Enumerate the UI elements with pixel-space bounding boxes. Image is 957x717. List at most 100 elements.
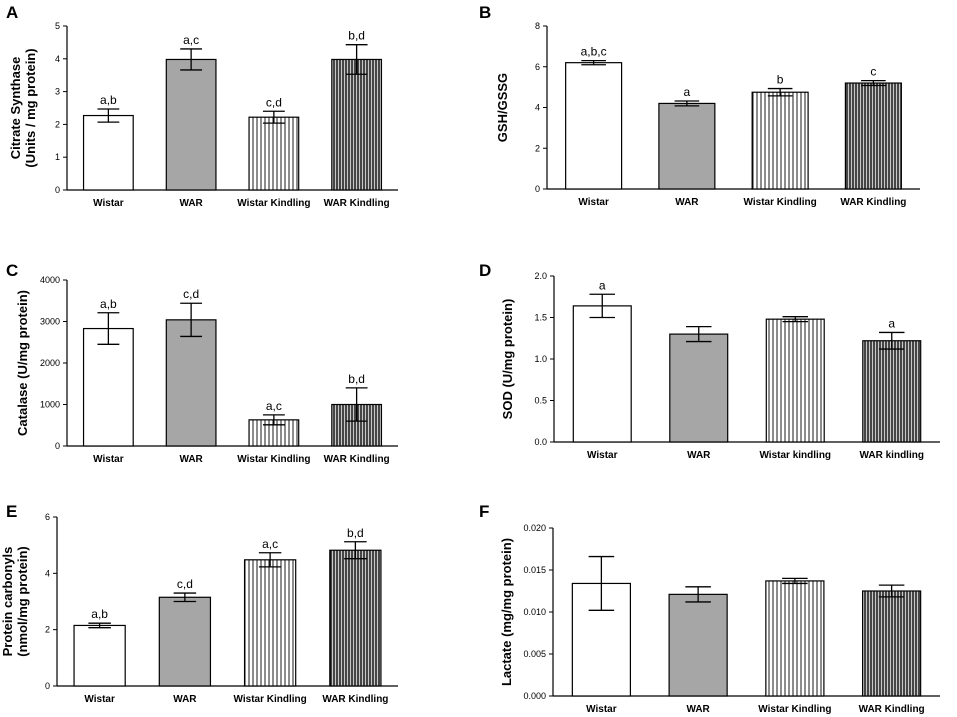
y-tick-label: 2 [535,143,540,153]
x-tick-label: WAR Kindling [324,198,390,209]
y-tick-label: 0 [55,185,60,195]
y-tick-label: 0 [535,184,540,194]
y-tick-label: 0 [45,681,50,691]
x-tick-label: Wistar [93,454,124,465]
y-tick-label: 6 [45,512,50,522]
significance-label: b [777,73,784,87]
bar [862,340,922,443]
bar [73,624,126,687]
y-axis-label: GSH/GSSG [495,73,510,142]
panel-letter: A [6,3,18,22]
y-tick-label: 0.010 [523,607,546,617]
y-tick-label: 0.000 [523,691,546,701]
significance-label: c [870,65,876,79]
x-tick-label: Wistar Kindling [744,197,817,208]
x-tick-label: WAR [179,198,203,209]
bar [82,114,134,191]
panel-B: B 0 2 4 6 8 GSH/GSSG a,b,c Wistar a WAR b Wistar Kin… [479,3,920,208]
panel-letter: F [479,502,489,521]
y-axis-label: (Units / mg protein) [23,48,38,167]
y-tick-label: 1.0 [534,354,547,364]
bar [844,82,902,190]
significance-label: a,c [266,399,282,413]
y-axis-label: Citrate Synthase [8,57,23,160]
bar [158,596,212,687]
y-tick-label: 4 [45,568,50,578]
bar [765,580,825,697]
bar [765,318,825,443]
y-axis-label: Catalase (U/mg protein) [15,290,30,436]
y-tick-label: 3 [55,87,60,97]
significance-label: a,c [183,33,199,47]
significance-label: a,b [100,297,117,311]
panel-letter: B [479,3,491,22]
x-tick-label: WAR Kindling [859,704,925,715]
x-tick-label: WAR Kindling [840,197,906,208]
y-axis-label: (nmol/mg protein) [15,546,30,657]
y-tick-label: 2000 [40,358,60,368]
bar [248,419,300,447]
panel-letter: D [479,261,491,280]
significance-label: a,b,c [581,45,607,59]
y-tick-label: 5 [55,21,60,31]
x-tick-label: Wistar [93,198,124,209]
y-tick-label: 0.015 [523,565,546,575]
panel-D: D 0.0 0.5 1.0 1.5 2.0 SOD (U/mg protein) a Wista… [479,261,940,461]
significance-label: b,d [348,29,365,43]
panel-A: A 0 1 2 3 4 5 Citrate Synthase (Units / mg prote… [6,3,398,209]
bar [751,91,809,190]
bar [165,58,217,191]
x-tick-label: WAR [686,704,710,715]
significance-label: a [599,278,606,292]
bar [572,305,632,443]
bar [329,549,382,687]
y-axis-label: Lactate (mg/mg protein) [499,538,514,686]
panel-letter: E [6,502,17,521]
x-tick-label: Wistar [587,450,618,461]
x-tick-label: WAR [179,454,203,465]
y-tick-label: 4000 [40,275,60,285]
bar [82,327,134,447]
y-tick-label: 4 [55,54,60,64]
y-tick-label: 3000 [40,317,60,327]
significance-label: a [888,316,895,330]
bar [668,593,728,697]
significance-label: b,d [348,372,365,386]
significance-label: a,b [100,93,117,107]
y-tick-label: 1 [55,152,60,162]
significance-label: b,d [347,526,364,540]
panel-C: C 0 1000 2000 3000 4000 Catalase (U/mg protein… [6,261,398,465]
x-tick-label: Wistar [578,197,609,208]
x-tick-label: WAR [173,694,197,705]
y-tick-label: 1000 [40,400,60,410]
bar [248,116,300,191]
y-tick-label: 0 [55,441,60,451]
panel-E: E 0 2 4 6 Protein carbonyls (nmol/mg protein) a… [0,502,398,705]
y-axis-label: SOD (U/mg protein) [500,299,515,420]
significance-label: c,d [266,95,282,109]
x-tick-label: Wistar [586,704,617,715]
significance-label: a,c [262,537,278,551]
y-tick-label: 2.0 [534,271,547,281]
x-tick-label: WAR [675,197,699,208]
x-tick-label: WAR kindling [860,450,924,461]
y-axis-label: Protein carbonyls [0,547,15,657]
bar [658,102,716,190]
x-tick-label: WAR Kindling [324,454,390,465]
panel-F: F 0.000 0.005 0.010 0.015 0.020 Lactate (mg/mg… [479,502,940,715]
y-tick-label: 0.005 [523,649,546,659]
x-tick-label: Wistar kindling [759,450,831,461]
panel-letter: C [6,261,18,280]
significance-label: a,b [91,607,108,621]
bar [331,58,383,191]
significance-label: c,d [183,287,199,301]
y-tick-label: 2 [45,625,50,635]
x-tick-label: Wistar Kindling [237,454,310,465]
x-tick-label: Wistar [84,694,115,705]
bar [861,590,922,697]
x-tick-label: Wistar Kindling [237,198,310,209]
y-tick-label: 0.5 [534,396,547,406]
x-tick-label: Wistar Kindling [758,704,831,715]
bar [669,333,729,443]
